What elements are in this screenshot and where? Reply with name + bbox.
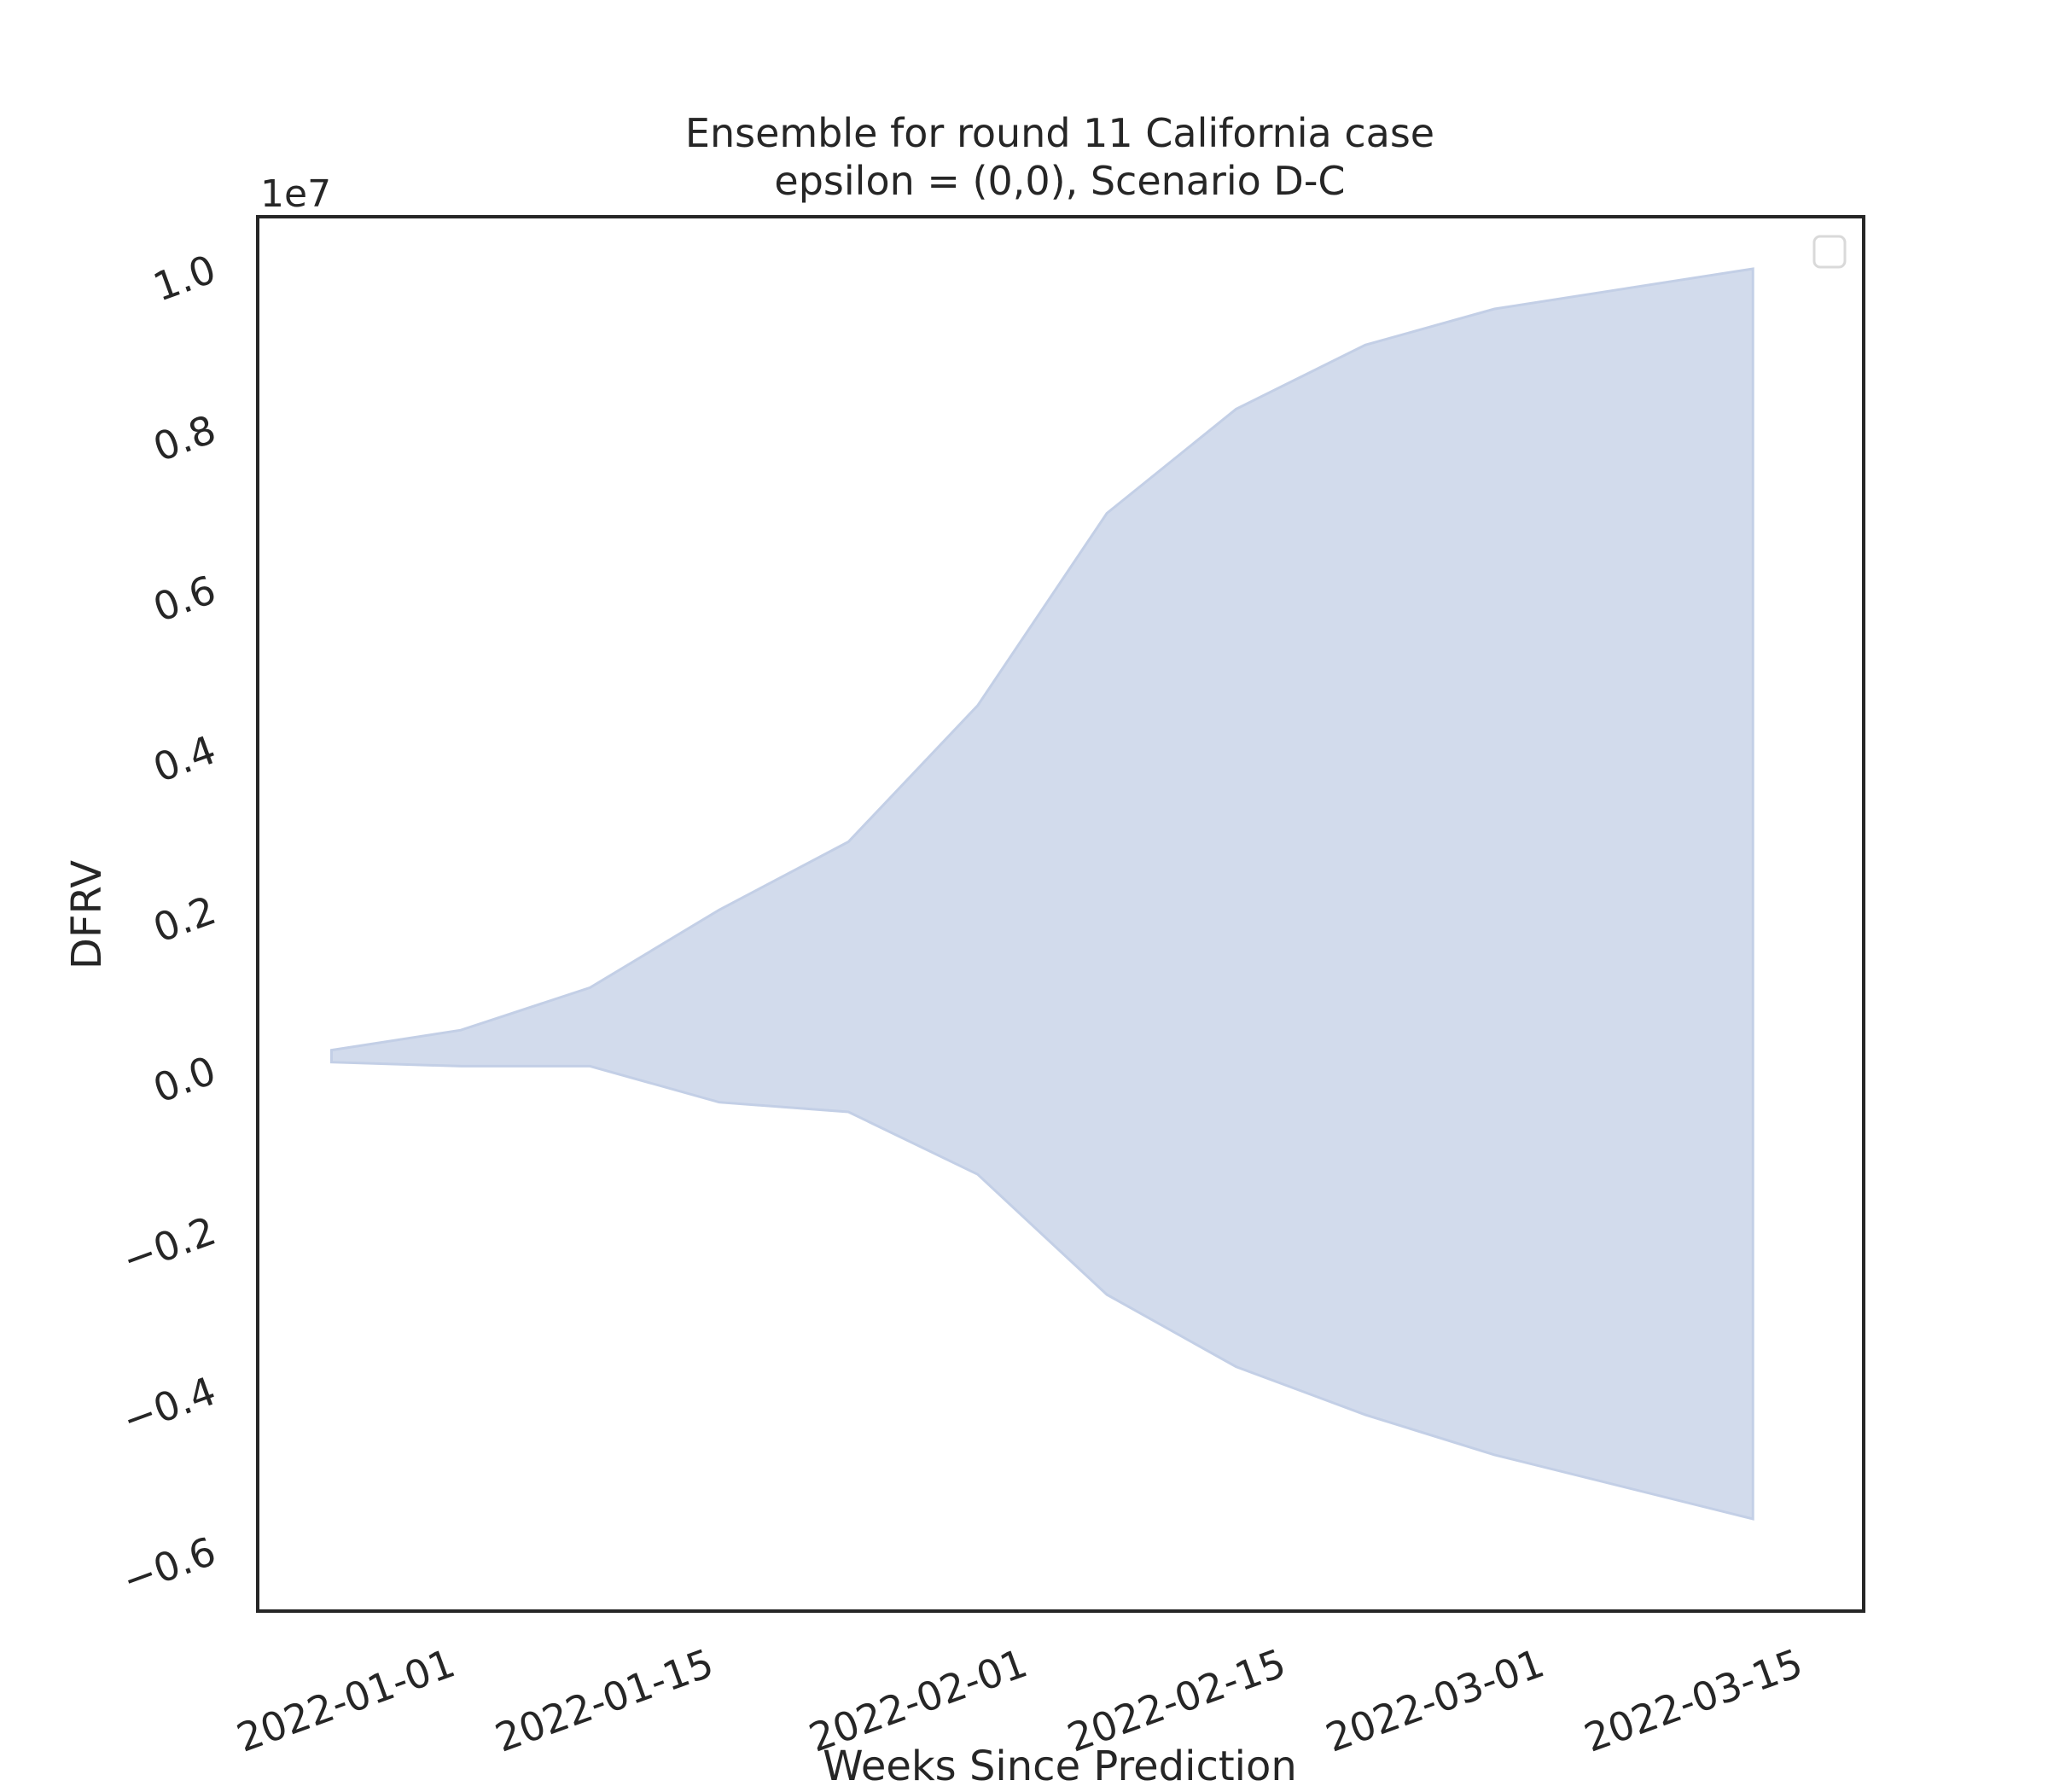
- plot-area: [330, 267, 1754, 1521]
- y-tick-label: 0.2: [148, 887, 222, 951]
- confidence-band-area: [330, 267, 1754, 1521]
- y-tick-label: 0.6: [148, 567, 222, 631]
- plot-frame: [256, 215, 1865, 1613]
- chart-title: Ensemble for round 11 California case: [685, 110, 1434, 156]
- y-tick-label: 0.0: [148, 1047, 222, 1112]
- y-tick-label: −0.4: [116, 1368, 221, 1444]
- y-tick-labels: −0.6 −0.4 −0.2 0.0 0.2 0.4 0.6 0.8 1.0: [116, 246, 221, 1603]
- x-tick-label: 2022-01-15: [489, 1640, 719, 1761]
- y-offset-label: 1e7: [260, 172, 331, 216]
- y-tick-label: 0.8: [148, 406, 222, 471]
- y-axis-label: DFRV: [63, 860, 111, 969]
- x-tick-label: 2022-01-01: [230, 1640, 461, 1761]
- chart-subtitle: epsilon = (0,0), Scenario D-C: [774, 158, 1345, 204]
- x-tick-label: 2022-03-15: [1579, 1640, 1809, 1761]
- x-axis-label: Weeks Since Prediction: [823, 1743, 1297, 1790]
- legend-box[interactable]: [1812, 235, 1847, 269]
- y-tick-label: 0.4: [148, 726, 222, 791]
- y-tick-label: 1.0: [148, 246, 222, 311]
- x-tick-label: 2022-03-01: [1320, 1640, 1551, 1761]
- y-tick-label: −0.6: [116, 1527, 221, 1603]
- y-tick-label: −0.2: [116, 1207, 221, 1283]
